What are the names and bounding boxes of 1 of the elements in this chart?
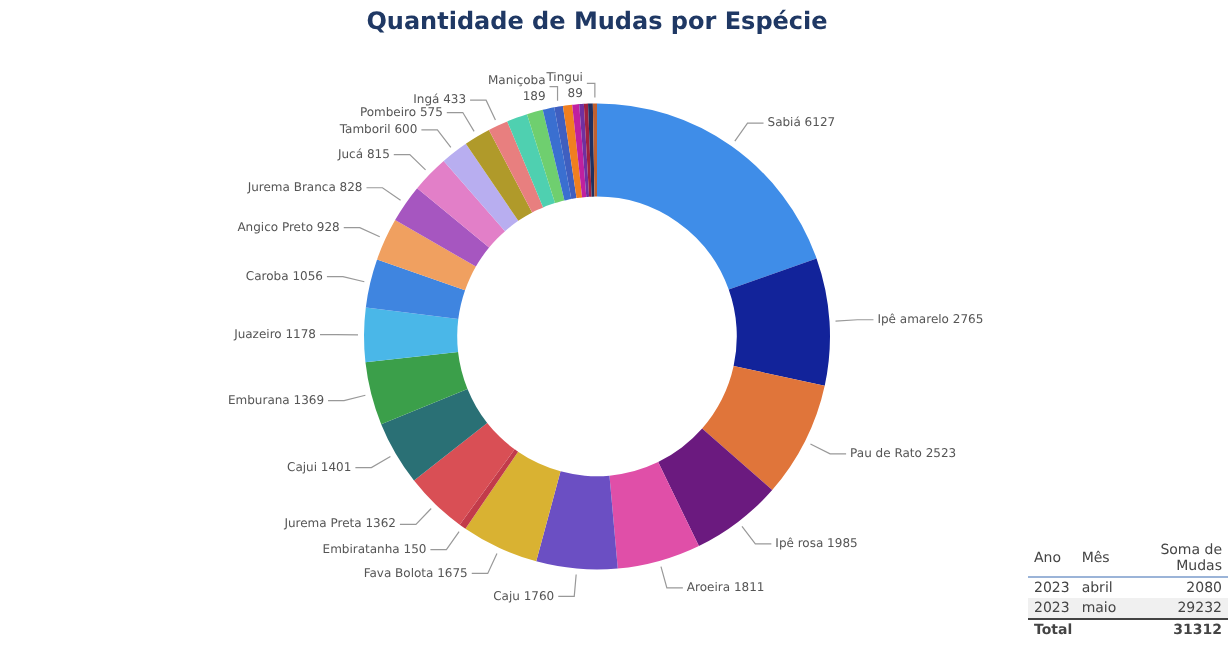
chart-title: Quantidade de Mudas por Espécie: [366, 6, 828, 35]
